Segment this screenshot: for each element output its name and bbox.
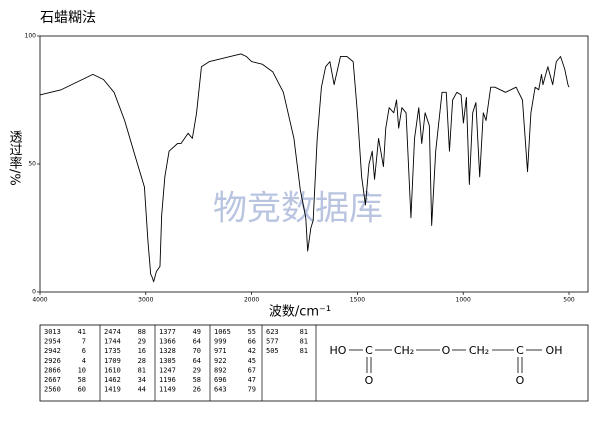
peak-wavenumber: 623 bbox=[266, 328, 279, 336]
y-tick-label: 0 bbox=[32, 289, 36, 296]
x-tick-label: 4000 bbox=[32, 297, 47, 304]
y-tick-label: 50 bbox=[28, 161, 36, 168]
peak-wavenumber: 577 bbox=[266, 338, 279, 346]
peak-wavenumber: 3013 bbox=[44, 328, 61, 336]
peak-transmittance: 26 bbox=[193, 386, 201, 394]
atom: C bbox=[516, 344, 524, 357]
peak-wavenumber: 1462 bbox=[104, 376, 121, 384]
peak-transmittance: 58 bbox=[193, 376, 201, 384]
peak-wavenumber: 999 bbox=[214, 338, 227, 346]
structure-atoms: HO C CH₂ O CH₂ C OH O O bbox=[330, 344, 563, 387]
peak-transmittance: 60 bbox=[78, 386, 86, 394]
x-axis-label: 波数/cm⁻¹ bbox=[269, 305, 331, 320]
peak-wavenumber: 1247 bbox=[159, 366, 176, 374]
peak-wavenumber: 1196 bbox=[159, 376, 176, 384]
peak-transmittance: 49 bbox=[193, 328, 201, 336]
atom: O bbox=[365, 374, 374, 387]
peak-wavenumber: 2560 bbox=[44, 386, 61, 394]
atom: CH₂ bbox=[469, 344, 489, 357]
peak-wavenumber: 1328 bbox=[159, 347, 176, 355]
peak-transmittance: 42 bbox=[248, 347, 256, 355]
table-dividers bbox=[99, 325, 317, 401]
peak-transmittance: 64 bbox=[193, 357, 201, 365]
peak-wavenumber: 1610 bbox=[104, 366, 121, 374]
peak-transmittance: 58 bbox=[78, 376, 86, 384]
y-tick-label: 100 bbox=[25, 33, 37, 40]
peak-wavenumber: 1744 bbox=[104, 338, 121, 346]
atom: C bbox=[365, 344, 373, 357]
peak-transmittance: 81 bbox=[138, 366, 146, 374]
peak-transmittance: 70 bbox=[193, 347, 201, 355]
peak-transmittance: 64 bbox=[193, 338, 201, 346]
peak-transmittance: 34 bbox=[138, 376, 146, 384]
peak-transmittance: 4 bbox=[82, 357, 86, 365]
peak-transmittance: 6 bbox=[82, 347, 86, 355]
peak-transmittance: 41 bbox=[78, 328, 86, 336]
atom: HO bbox=[330, 344, 347, 357]
peak-wavenumber: 1065 bbox=[214, 328, 231, 336]
peak-wavenumber: 2667 bbox=[44, 376, 61, 384]
peak-transmittance: 55 bbox=[248, 328, 256, 336]
atom: OH bbox=[546, 344, 563, 357]
peak-wavenumber: 1735 bbox=[104, 347, 121, 355]
peak-wavenumber: 1419 bbox=[104, 386, 121, 394]
peak-wavenumber: 971 bbox=[214, 347, 227, 355]
peak-wavenumber: 2954 bbox=[44, 338, 61, 346]
peak-wavenumber: 2474 bbox=[104, 328, 121, 336]
table-frame bbox=[39, 324, 589, 402]
peak-wavenumber: 2926 bbox=[44, 357, 61, 365]
peak-wavenumber: 1709 bbox=[104, 357, 121, 365]
x-tick-label: 1000 bbox=[456, 297, 471, 304]
peak-wavenumber: 2866 bbox=[44, 366, 61, 374]
peak-wavenumber: 1377 bbox=[159, 328, 176, 336]
peak-transmittance: 47 bbox=[248, 376, 256, 384]
peak-transmittance: 67 bbox=[248, 366, 256, 374]
atom: O bbox=[516, 374, 525, 387]
peak-wavenumber: 2942 bbox=[44, 347, 61, 355]
x-tick-label: 500 bbox=[563, 297, 575, 304]
peak-wavenumber: 1366 bbox=[159, 338, 176, 346]
peak-wavenumber: 696 bbox=[214, 376, 227, 384]
chart-title: 石蜡糊法 bbox=[40, 10, 96, 26]
spectrum-line bbox=[39, 53, 570, 283]
peak-transmittance: 28 bbox=[138, 357, 146, 365]
atom: O bbox=[442, 344, 451, 357]
x-tick-label: 1500 bbox=[350, 297, 365, 304]
peak-wavenumber: 1149 bbox=[159, 386, 176, 394]
peak-wavenumber: 643 bbox=[214, 386, 227, 394]
y-axis-label: 透过率/% bbox=[7, 130, 23, 186]
peak-transmittance: 81 bbox=[300, 328, 308, 336]
peak-wavenumber: 505 bbox=[266, 347, 279, 355]
peak-transmittance: 81 bbox=[300, 347, 308, 355]
peak-transmittance: 88 bbox=[138, 328, 146, 336]
atom: CH₂ bbox=[394, 344, 414, 357]
peak-transmittance: 29 bbox=[193, 366, 201, 374]
peak-transmittance: 7 bbox=[82, 338, 86, 346]
peak-transmittance: 66 bbox=[248, 338, 256, 346]
peak-transmittance: 79 bbox=[248, 386, 256, 394]
peak-transmittance: 81 bbox=[300, 338, 308, 346]
x-tick-label: 2000 bbox=[244, 297, 259, 304]
peak-wavenumber: 892 bbox=[214, 366, 227, 374]
peak-transmittance: 10 bbox=[78, 366, 86, 374]
structure-bonds bbox=[349, 349, 542, 373]
peak-transmittance: 29 bbox=[138, 338, 146, 346]
peak-transmittance: 45 bbox=[248, 357, 256, 365]
plot-frame bbox=[39, 35, 589, 293]
watermark: 物竞数据库 bbox=[213, 189, 383, 229]
peak-transmittance: 44 bbox=[138, 386, 146, 394]
peak-wavenumber: 922 bbox=[214, 357, 227, 365]
peak-wavenumber: 1305 bbox=[159, 357, 176, 365]
peak-transmittance: 16 bbox=[138, 347, 146, 355]
x-tick-label: 3000 bbox=[138, 297, 153, 304]
